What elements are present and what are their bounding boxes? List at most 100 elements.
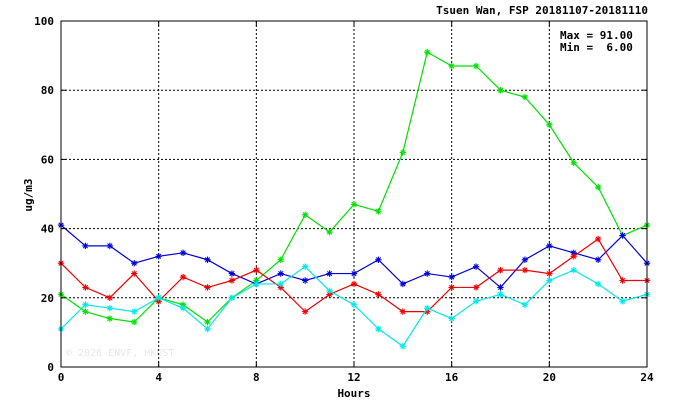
data-point: [375, 256, 382, 263]
watermark: © 2026 ENVF, HKUST: [66, 348, 174, 359]
data-point: [521, 266, 529, 274]
data-point-stroke: [546, 277, 552, 284]
data-point: [131, 318, 138, 326]
data-point-stroke: [522, 257, 528, 263]
data-point: [350, 201, 358, 208]
data-point-stroke: [156, 295, 162, 301]
data-point: [326, 287, 333, 295]
data-point: [204, 284, 211, 291]
min-stat: Min = 6.00: [560, 41, 633, 54]
data-point: [277, 280, 284, 288]
data-point: [619, 232, 626, 239]
data-point: [594, 280, 602, 288]
data-point-stroke: [229, 270, 235, 277]
data-point: [204, 325, 211, 333]
data-point: [253, 280, 260, 288]
data-point: [521, 301, 529, 308]
data-point: [497, 291, 504, 298]
y-tick-label: 0: [47, 361, 54, 374]
data-point: [521, 93, 529, 101]
data-point-stroke: [131, 270, 137, 277]
data-point: [472, 62, 480, 70]
data-point: [594, 256, 602, 263]
data-point-stroke: [278, 281, 284, 287]
data-point: [619, 298, 626, 305]
y-tick-label: 40: [41, 223, 54, 236]
y-axis-label: ug/m3: [22, 178, 35, 211]
data-point: [131, 260, 138, 267]
data-point: [228, 294, 236, 301]
data-point: [472, 298, 480, 305]
data-point-stroke: [253, 267, 259, 273]
data-point-stroke: [595, 281, 601, 287]
x-tick-label: 4: [155, 371, 162, 384]
data-point: [497, 87, 504, 94]
data-point-stroke: [375, 291, 382, 297]
data-point: [204, 256, 211, 263]
data-point: [399, 308, 407, 315]
data-point-stroke: [107, 243, 113, 249]
data-point: [594, 183, 602, 191]
data-point: [301, 211, 309, 218]
y-axis: 0 20 40 60 80 100: [34, 15, 647, 374]
data-point: [424, 48, 431, 56]
data-point-stroke: [424, 270, 430, 277]
data-point-stroke: [229, 277, 235, 284]
data-point: [82, 242, 89, 250]
data-point: [448, 62, 455, 70]
data-point-stroke: [351, 201, 357, 208]
data-point: [155, 253, 162, 260]
data-point-stroke: [400, 343, 406, 349]
data-point-stroke: [326, 270, 333, 277]
data-point: [375, 291, 382, 298]
data-point-stroke: [375, 208, 382, 214]
data-point: [326, 270, 333, 277]
data-point: [106, 304, 114, 312]
data-point: [399, 149, 407, 156]
data-point: [82, 284, 89, 291]
x-axis: 0 4 8 12 16 20 24: [58, 21, 654, 384]
data-point-stroke: [107, 305, 113, 311]
chart-title: Tsuen Wan, FSP 20181107-20181110: [436, 4, 648, 17]
x-tick-label: 0: [58, 371, 65, 384]
data-point: [546, 277, 553, 284]
data-point-stroke: [522, 267, 528, 273]
data-point: [594, 235, 602, 243]
grid-lines: [61, 21, 647, 367]
data-point: [228, 277, 236, 284]
data-point: [82, 301, 89, 308]
y-tick-label: 100: [34, 15, 54, 28]
data-point: [350, 301, 358, 308]
data-point-stroke: [424, 305, 430, 311]
data-point: [472, 263, 480, 270]
data-point-stroke: [424, 49, 430, 55]
data-point: [497, 284, 504, 291]
data-point-stroke: [351, 270, 357, 277]
data-point: [448, 284, 455, 291]
data-point: [179, 273, 187, 281]
data-point-stroke: [82, 284, 89, 291]
data-point-stroke: [571, 267, 577, 273]
data-point-stroke: [204, 319, 211, 325]
data-point-stroke: [278, 270, 284, 277]
data-point-stroke: [571, 160, 577, 166]
data-point-stroke: [400, 149, 406, 156]
max-stat: Max = 91.00: [560, 29, 633, 42]
data-point-stroke: [375, 257, 382, 263]
data-point: [546, 242, 553, 250]
data-point-stroke: [595, 257, 601, 263]
data-point: [82, 308, 89, 315]
data-point-stroke: [107, 295, 113, 301]
data-point-stroke: [546, 270, 552, 277]
data-point-stroke: [595, 184, 601, 190]
data-point: [521, 256, 529, 263]
data-point-stroke: [82, 302, 89, 308]
data-point-stroke: [326, 229, 333, 235]
data-point-stroke: [400, 281, 406, 287]
data-point-stroke: [619, 277, 626, 284]
data-point-stroke: [302, 277, 308, 284]
data-point: [570, 159, 577, 167]
data-point-stroke: [522, 94, 528, 100]
data-point-stroke: [375, 326, 382, 332]
